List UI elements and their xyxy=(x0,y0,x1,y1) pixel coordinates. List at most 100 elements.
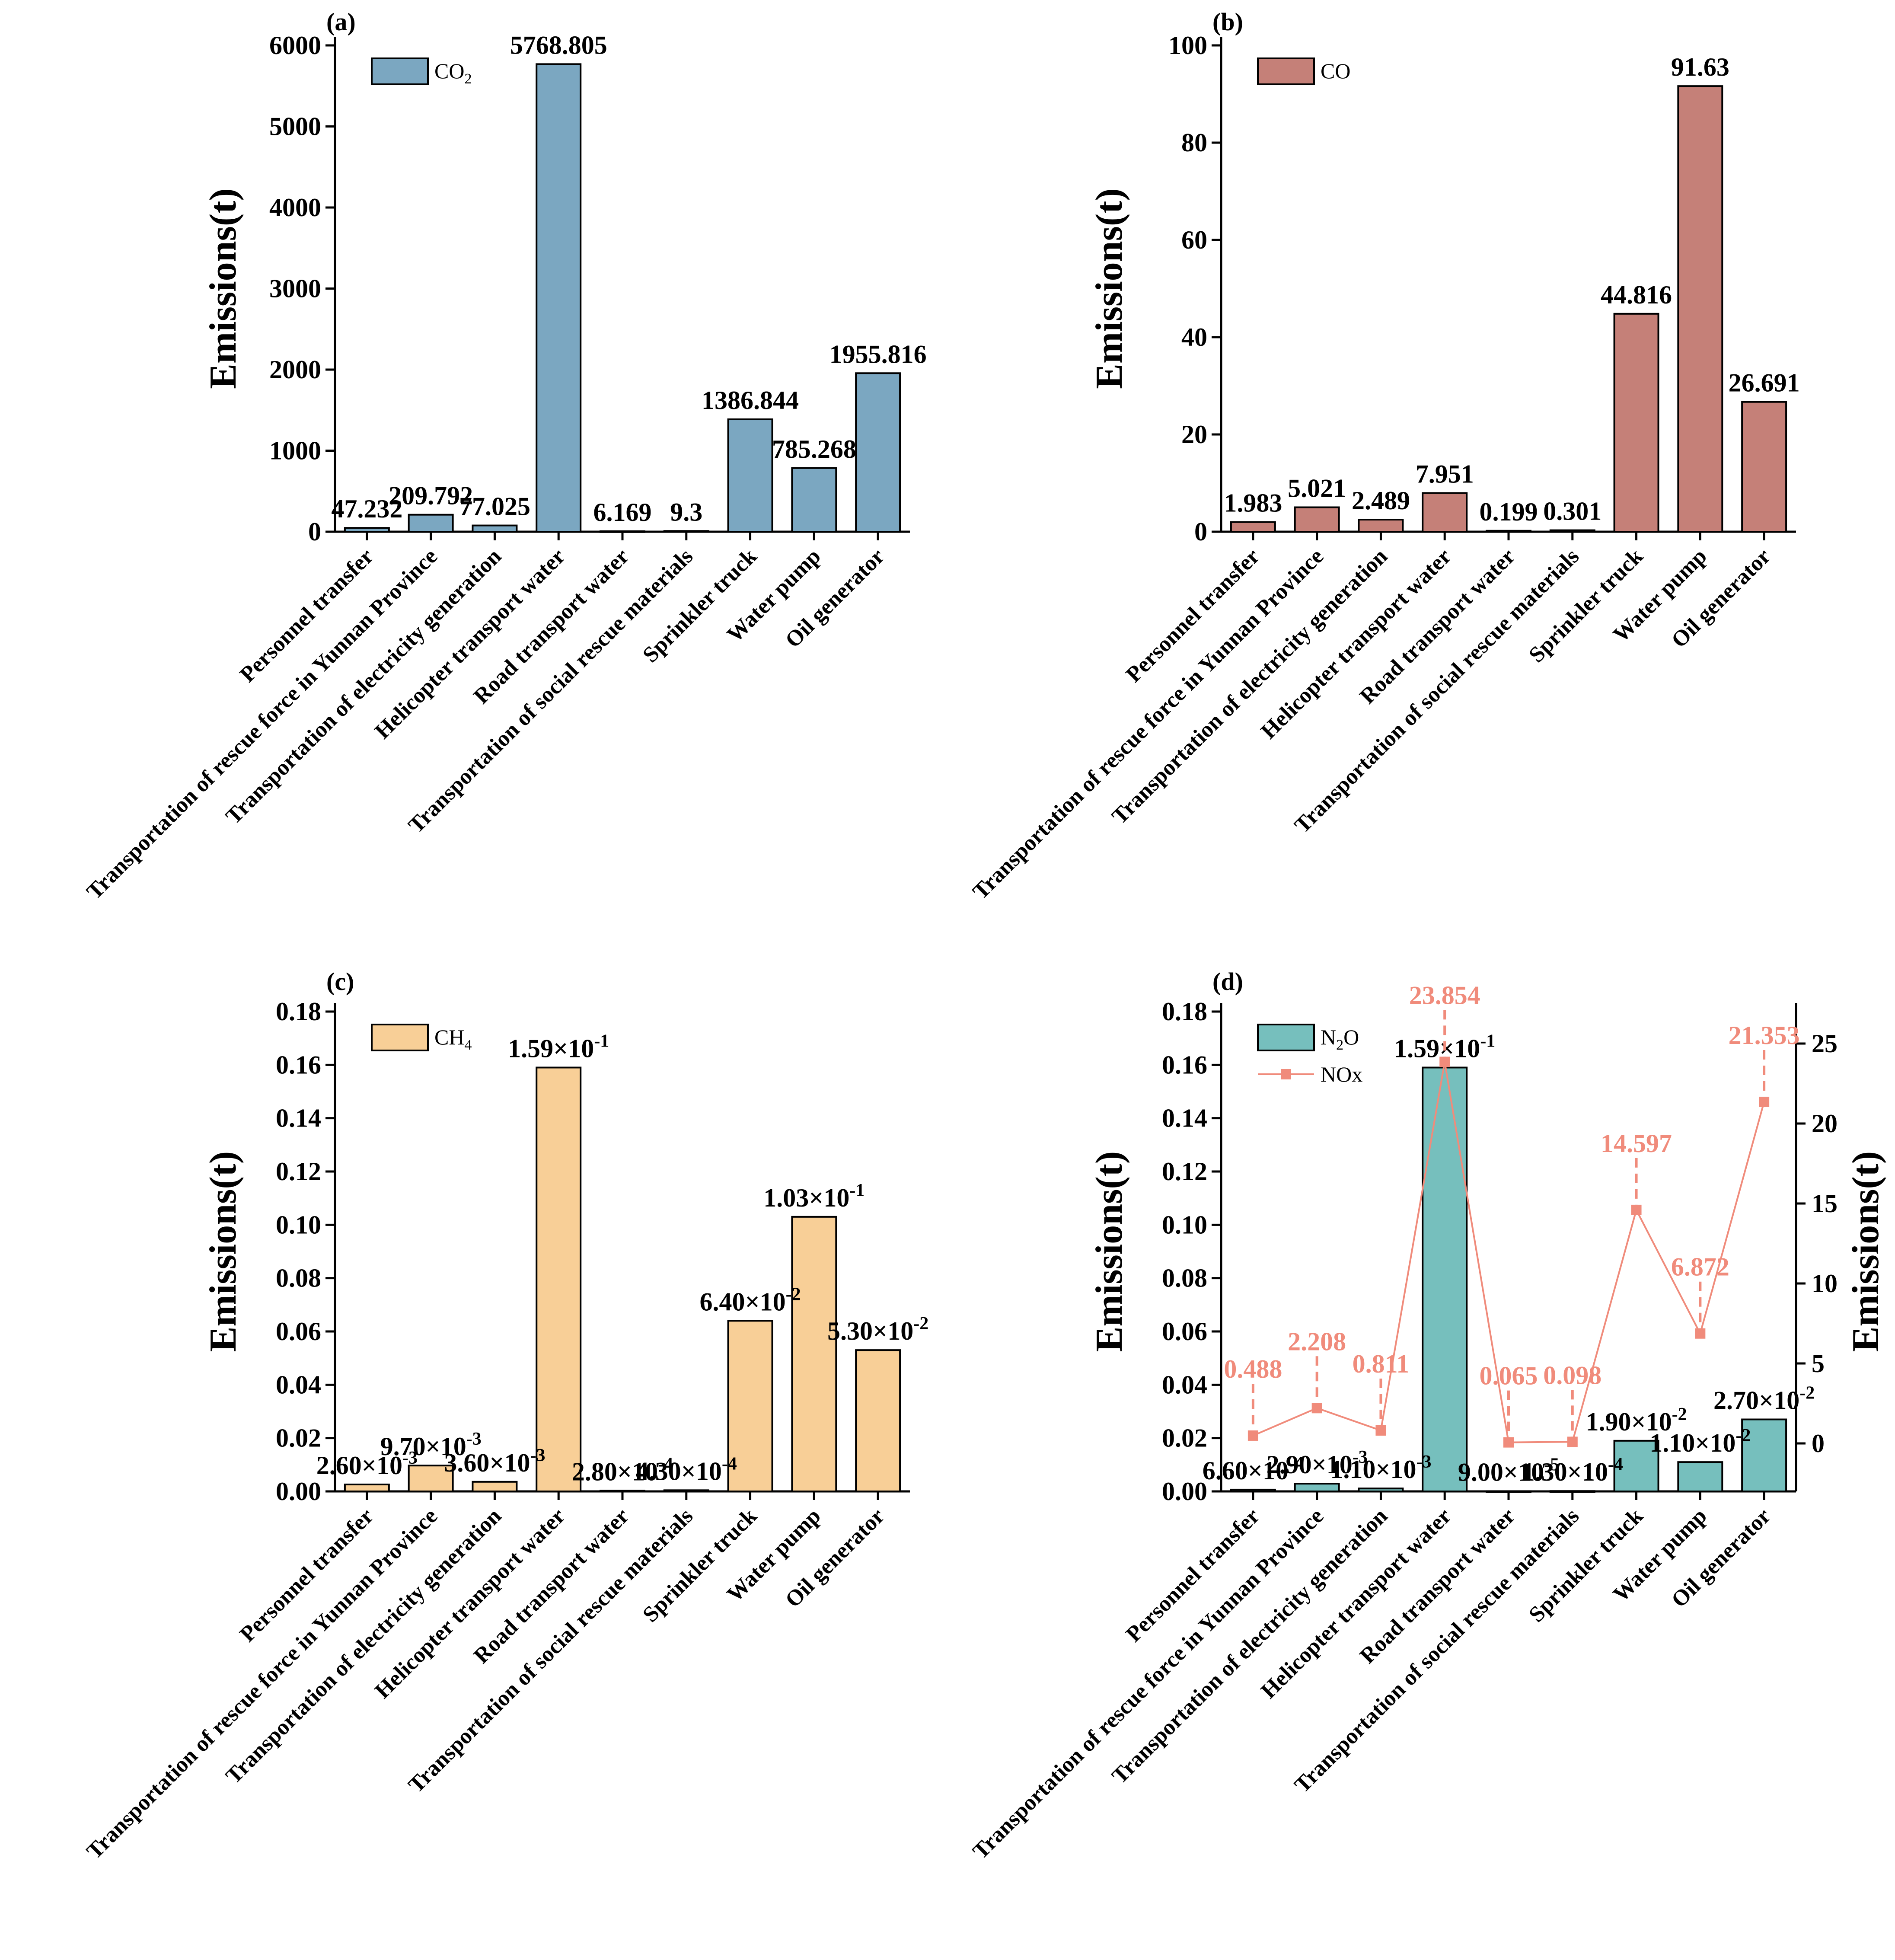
y-tick-label: 0.10 xyxy=(1162,1210,1207,1239)
bar-value-label: 3.60×10-3 xyxy=(444,1446,545,1477)
bar xyxy=(472,1481,518,1493)
legend-swatch xyxy=(371,1024,429,1051)
bar-value-label: 1.983 xyxy=(1224,489,1282,517)
legend-label-part-0: CO xyxy=(434,59,464,83)
bar-value-label: 26.691 xyxy=(1729,369,1800,397)
category-label: Sprinkler truck xyxy=(638,544,762,667)
nox-value-label: 0.488 xyxy=(1224,1355,1282,1383)
nox-value-label: 0.098 xyxy=(1543,1361,1601,1389)
y-tick-label: 0.12 xyxy=(1162,1157,1207,1186)
bar-value-label-part-0: 2.90×10 xyxy=(1267,1450,1353,1479)
y-right-tick-label: 10 xyxy=(1812,1269,1838,1298)
bar-value-label-part-0: 785.268 xyxy=(772,435,856,463)
bar-value-label-part-0: 47.232 xyxy=(331,495,402,523)
nox-marker xyxy=(1695,1328,1706,1339)
bar xyxy=(344,1483,390,1492)
legend-swatch xyxy=(371,57,429,85)
bar xyxy=(791,467,837,533)
bar-value-label: 209.792 xyxy=(389,482,473,510)
nox-marker xyxy=(1567,1436,1578,1447)
y-tick-label: 0.06 xyxy=(1162,1317,1207,1346)
bar xyxy=(663,530,709,533)
y-tick-label: 0.16 xyxy=(1162,1050,1207,1079)
nox-marker xyxy=(1311,1403,1322,1414)
panel-label: (d) xyxy=(1212,967,1243,996)
bar xyxy=(791,1216,837,1492)
nox-value-label: 23.854 xyxy=(1409,981,1480,1009)
bar-value-label: 1.90×10-2 xyxy=(1586,1405,1687,1436)
bar-value-label: 5.30×10-2 xyxy=(827,1314,928,1345)
bar-value-label: 2.80×10-4 xyxy=(572,1454,673,1486)
y-tick-label: 0 xyxy=(1194,517,1207,546)
legend-label-part-0: CH xyxy=(434,1025,464,1049)
bar xyxy=(1677,1461,1723,1493)
bar-value-label-part-0: 9.3 xyxy=(670,498,702,526)
category-label: Sprinkler truck xyxy=(1524,544,1648,667)
bar-value-label: 2.489 xyxy=(1352,486,1410,515)
bar-value-label-part-0: 1386.844 xyxy=(702,386,799,415)
legend-label-part-1: 2 xyxy=(1336,1037,1343,1053)
bar-value-label: 4.30×10-4 xyxy=(636,1454,737,1485)
bar-value-label: 6.169 xyxy=(593,498,652,527)
bar-value-label: 1386.844 xyxy=(702,386,799,415)
bar xyxy=(1677,85,1723,533)
bar-value-label-part-1: -1 xyxy=(594,1031,609,1051)
bar-value-label-part-0: 26.691 xyxy=(1729,369,1800,397)
bar xyxy=(472,524,518,533)
category-label: Sprinkler truck xyxy=(1524,1504,1648,1627)
bar-value-label-part-0: 5768.805 xyxy=(510,31,607,59)
bar xyxy=(727,418,773,533)
bar-value-label: 1.59×10-1 xyxy=(508,1031,609,1063)
legend-line-marker xyxy=(1281,1069,1291,1079)
nox-marker xyxy=(1375,1425,1386,1436)
panel-label: (b) xyxy=(1212,8,1243,36)
bar-value-label-part-1: -5 xyxy=(1544,1455,1559,1475)
y-right-tick-label: 25 xyxy=(1812,1029,1838,1058)
bar-value-label-part-1: -3 xyxy=(530,1446,546,1465)
bar-value-label-part-0: 2.60×10 xyxy=(316,1451,402,1480)
y-tick-label: 80 xyxy=(1181,128,1207,157)
bar-value-label-part-1: -2 xyxy=(1672,1405,1687,1424)
bar-value-label-part-1: -4 xyxy=(722,1454,737,1474)
y-tick-label: 100 xyxy=(1168,31,1207,60)
bar xyxy=(855,372,901,533)
bar-value-label-part-0: 1.983 xyxy=(1224,489,1282,517)
bar xyxy=(1549,529,1595,533)
nox-marker xyxy=(1503,1437,1514,1448)
nox-marker xyxy=(1759,1096,1770,1107)
bar-value-label-part-0: 1.90×10 xyxy=(1586,1408,1672,1436)
bar-value-label: 5768.805 xyxy=(510,31,607,59)
bar-value-label-part-1: -1 xyxy=(1480,1031,1495,1051)
bar-value-label-part-0: 2.70×10 xyxy=(1713,1386,1799,1415)
bar-value-label: 47.232 xyxy=(331,495,402,523)
legend-label: CO xyxy=(1321,59,1350,83)
bar-value-label: 7.951 xyxy=(1416,460,1474,488)
bar-value-label-part-1: -3 xyxy=(402,1448,418,1468)
bar-value-label-part-1: -4 xyxy=(1289,1453,1304,1473)
bar-value-label-part-1: -2 xyxy=(913,1314,928,1334)
bar-value-label: 9.70×10-3 xyxy=(380,1429,482,1461)
bar xyxy=(1741,401,1787,533)
y-right-tick-label: 0 xyxy=(1812,1429,1825,1458)
bar-value-label: 785.268 xyxy=(772,435,856,463)
y-axis-title: Emissions(t) xyxy=(202,1151,244,1352)
bar-value-label-part-0: 9.00×10 xyxy=(1458,1458,1544,1486)
bar xyxy=(727,1320,773,1492)
y-axis-title: Emissions(t) xyxy=(202,188,244,389)
legend-label-part-2: O xyxy=(1343,1025,1359,1049)
panel-d: (d) 0.00 0.02 0.04 0.06 0.08 0.10 0.12 0.14 0.16 0… xyxy=(968,967,1887,1864)
bar-value-label-part-1: -4 xyxy=(658,1454,673,1474)
y-tick-label: 4000 xyxy=(269,193,321,222)
y-tick-label: 6000 xyxy=(269,31,321,60)
y-tick-label: 0.06 xyxy=(276,1317,321,1346)
legend-label: N2O xyxy=(1321,1025,1359,1053)
bar-value-label-part-1: -3 xyxy=(1416,1452,1432,1472)
bar-value-label-part-0: 5.30×10 xyxy=(827,1317,913,1345)
bar-value-label-part-0: 1.59×10 xyxy=(508,1034,594,1063)
legend-line-label: NOx xyxy=(1321,1062,1362,1086)
panel-label: (c) xyxy=(326,967,354,996)
bar-value-label-part-0: 1.03×10 xyxy=(763,1184,849,1212)
y-tick-label: 0.18 xyxy=(276,997,321,1026)
bar xyxy=(344,527,390,533)
y-tick-label: 0.04 xyxy=(1162,1370,1207,1399)
